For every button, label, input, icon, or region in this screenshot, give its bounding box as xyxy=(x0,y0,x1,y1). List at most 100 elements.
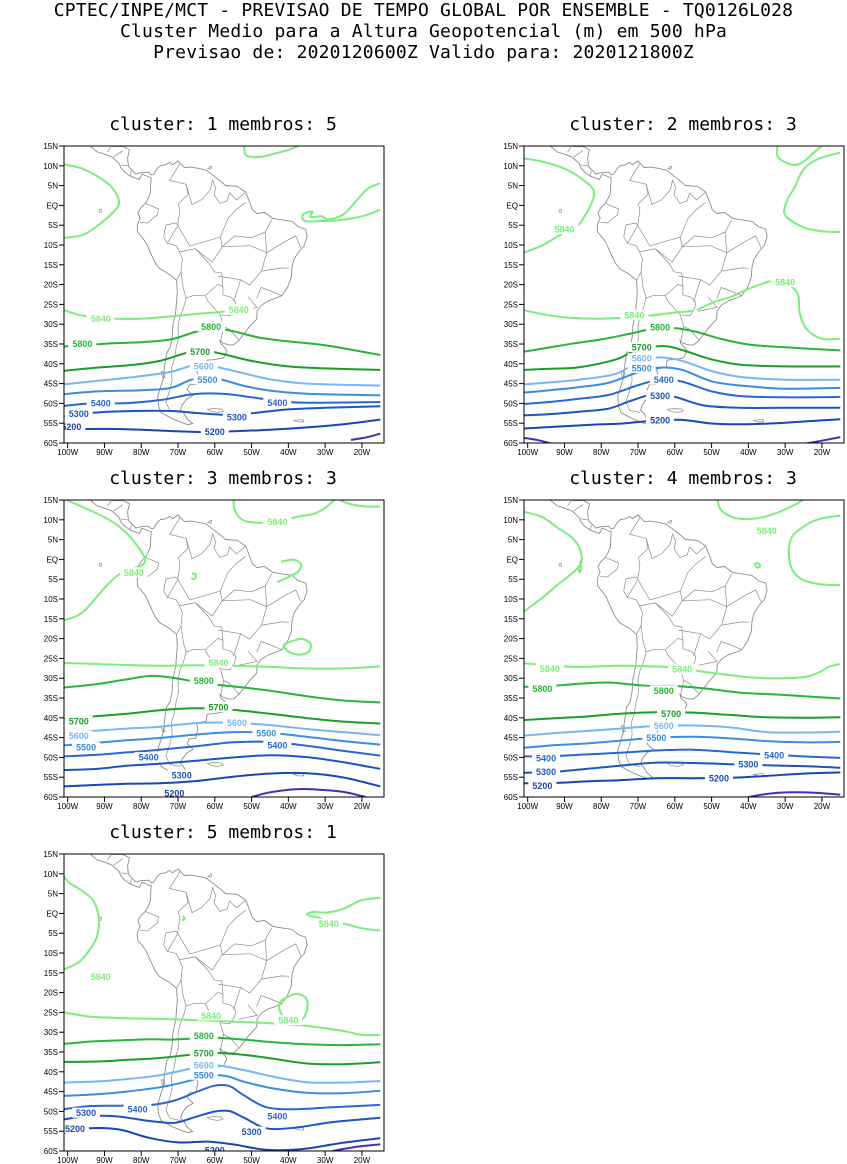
contour-label-mask xyxy=(704,773,733,784)
lon-tick-label: 100W xyxy=(57,1156,78,1164)
lat-tick-label: 5N xyxy=(48,890,58,899)
contour-5840 xyxy=(775,146,824,166)
island-outline xyxy=(160,371,166,379)
contour-5500 xyxy=(524,735,841,749)
country-border xyxy=(113,150,124,158)
contour-label: 5600 xyxy=(227,718,247,728)
country-border xyxy=(721,267,750,272)
contour-5200 xyxy=(524,418,841,430)
lat-tick-label: 15N xyxy=(43,850,58,859)
contour-label: 5500 xyxy=(646,733,666,743)
lon-tick-label: 50W xyxy=(703,802,720,811)
country-border xyxy=(169,871,189,934)
lat-tick-label: 10N xyxy=(43,516,58,525)
lat-tick-label: 30S xyxy=(44,1028,58,1037)
country-border xyxy=(169,163,189,226)
island-outline xyxy=(98,562,102,567)
contour-label-mask xyxy=(72,1107,101,1118)
contour-label: 5400 xyxy=(764,750,784,760)
contour-label: 5800 xyxy=(650,322,670,332)
country-border xyxy=(679,314,700,341)
lat-tick-label: 30S xyxy=(44,320,58,329)
lat-tick-label: 15S xyxy=(44,615,58,624)
lat-tick-label: 15N xyxy=(43,142,58,151)
contour-5100 xyxy=(748,791,841,797)
contour-label-mask xyxy=(64,715,93,726)
lon-tick-label: 20W xyxy=(354,448,371,457)
contour-label: 5800 xyxy=(654,686,674,696)
contour-5700 xyxy=(524,345,841,371)
lon-tick-label: 30W xyxy=(317,1156,334,1164)
contour-label-mask xyxy=(123,1104,152,1115)
forecast-dates: Previsao de: 2020120600Z Valido para: 20… xyxy=(153,42,694,63)
contour-5300 xyxy=(64,754,381,771)
country-border xyxy=(724,219,733,253)
contour-label-mask xyxy=(186,346,215,357)
lat-tick-label: 55S xyxy=(44,773,58,782)
plot-frame xyxy=(523,145,845,444)
contour-label: 5840 xyxy=(757,526,777,536)
country-border xyxy=(681,585,726,602)
lat-tick-label: 15S xyxy=(44,969,58,978)
country-border xyxy=(165,651,187,767)
contour-5400 xyxy=(64,740,381,758)
contour-label-mask xyxy=(642,732,671,743)
country-border xyxy=(129,524,132,531)
lon-tick-label: 80W xyxy=(133,802,150,811)
lat-tick-label: 5N xyxy=(508,536,518,545)
country-border xyxy=(589,170,592,177)
plot-frame xyxy=(63,145,385,444)
contour-5700 xyxy=(64,1051,381,1066)
country-border xyxy=(113,504,124,512)
island-outline xyxy=(666,519,672,524)
country-border xyxy=(195,246,223,263)
contour-label: 5200 xyxy=(205,1146,225,1156)
lon-tick-label: 90W xyxy=(96,802,113,811)
country-border xyxy=(169,517,189,580)
country-border xyxy=(573,504,584,512)
contour-5840 xyxy=(524,309,694,320)
contour-label-mask xyxy=(86,398,115,409)
contour-label-mask xyxy=(197,1010,226,1021)
lat-tick-label: 25S xyxy=(504,300,518,309)
contour-label: 5800 xyxy=(201,322,221,332)
contour-label-mask xyxy=(657,708,686,719)
island-outline xyxy=(98,208,102,213)
contour-label-mask xyxy=(532,752,561,763)
country-border xyxy=(256,995,282,1007)
country-border xyxy=(179,602,224,653)
lat-tick-label: 50S xyxy=(44,399,58,408)
lat-tick-label: EQ xyxy=(506,555,518,564)
country-border xyxy=(113,858,124,866)
contour-label: 5400 xyxy=(267,1112,287,1122)
panel-title-cluster-3: cluster: 3 membros: 3 xyxy=(109,468,337,489)
lon-tick-label: 20W xyxy=(814,802,831,811)
contour-5840 xyxy=(243,146,301,159)
lat-tick-label: 35S xyxy=(504,694,518,703)
contour-5200 xyxy=(64,1126,381,1151)
country-border xyxy=(233,987,241,1011)
country-border xyxy=(220,1034,224,1050)
lon-tick-label: 70W xyxy=(630,802,647,811)
country-border xyxy=(179,248,224,299)
country-border xyxy=(264,927,273,961)
country-border xyxy=(233,633,241,657)
lon-tick-label: 40W xyxy=(280,448,297,457)
lat-tick-label: 15N xyxy=(43,496,58,505)
contour-label: 5840 xyxy=(278,1016,298,1026)
country-border xyxy=(266,235,302,253)
contour-label-mask xyxy=(627,362,656,373)
lon-tick-label: 20W xyxy=(814,448,831,457)
lon-tick-label: 40W xyxy=(280,802,297,811)
country-border xyxy=(120,164,128,167)
country-border xyxy=(107,854,112,861)
contour-label-mask xyxy=(189,361,218,372)
lat-tick-label: 40S xyxy=(44,1068,58,1077)
contour-label-mask xyxy=(649,374,678,385)
country-border xyxy=(221,231,266,248)
country-border xyxy=(229,900,246,909)
country-border xyxy=(261,267,290,272)
contour-label: 5700 xyxy=(632,342,652,352)
contour-label-mask xyxy=(274,1015,303,1026)
contour-5100 xyxy=(803,436,841,443)
